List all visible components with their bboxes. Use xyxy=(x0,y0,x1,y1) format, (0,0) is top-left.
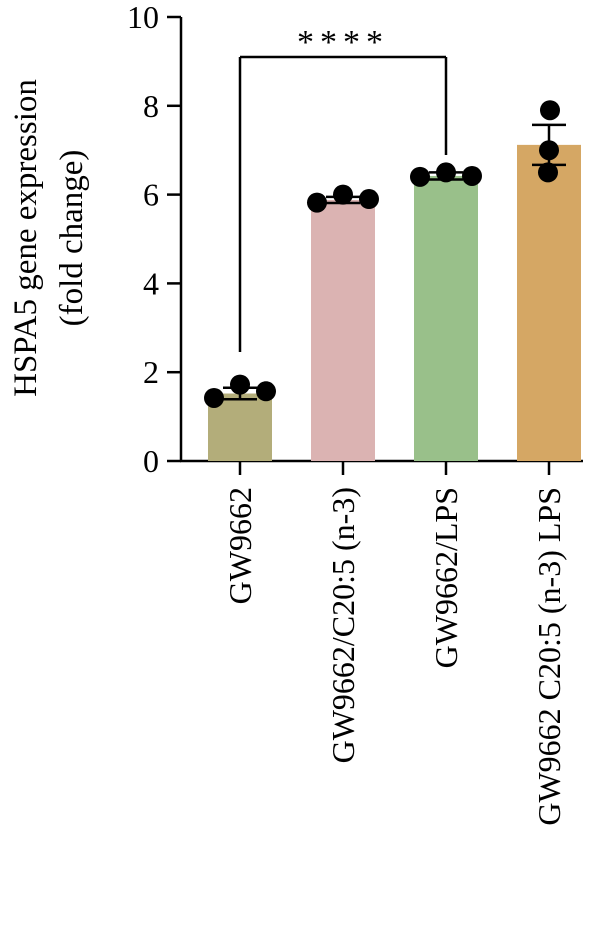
y-tick-label-3: 6 xyxy=(143,177,159,213)
data-point-2-1 xyxy=(436,162,456,183)
data-point-1-2 xyxy=(359,189,379,210)
data-point-2-2 xyxy=(462,165,482,186)
x-tick-label-3: GW9662 C20:5 (n-3) LPS xyxy=(531,487,567,826)
data-point-2-0 xyxy=(410,166,430,187)
x-tick-label-1: GW9662/C20:5 (n-3) xyxy=(325,487,361,763)
y-tick-label-2: 4 xyxy=(143,265,159,301)
y-tick-label-4: 8 xyxy=(143,88,159,124)
bar-2 xyxy=(414,175,478,461)
data-point-3-1 xyxy=(539,140,559,161)
y-tick-label-1: 2 xyxy=(143,354,159,390)
bar-1 xyxy=(311,199,375,462)
y-tick-label-0: 0 xyxy=(143,443,159,479)
y-tick-label-5: 10 xyxy=(127,0,159,35)
points-group xyxy=(204,100,566,408)
data-point-0-1 xyxy=(230,374,250,395)
data-point-0-0 xyxy=(204,387,224,408)
data-point-0-2 xyxy=(256,381,276,402)
y-axis-label-line-1: HSPA5 gene expression xyxy=(8,79,44,397)
bars-group xyxy=(208,144,581,462)
x-tick-label-2: GW9662/LPS xyxy=(428,487,464,668)
data-point-3-0 xyxy=(540,100,560,121)
y-axis-label-line-2: (fold change) xyxy=(54,150,90,327)
x-tick-label-0: GW9662 xyxy=(222,487,258,604)
data-point-3-2 xyxy=(538,162,558,183)
significance-label: **** xyxy=(297,24,389,61)
significance-group: **** xyxy=(238,24,448,352)
axes-group: 0 2 4 6 8 10 GW9662 GW9662/C20:5 (n-3) GW9662/LP… xyxy=(127,0,583,826)
data-point-1-0 xyxy=(307,192,327,213)
bar-3 xyxy=(517,144,581,461)
data-point-1-1 xyxy=(333,184,353,205)
